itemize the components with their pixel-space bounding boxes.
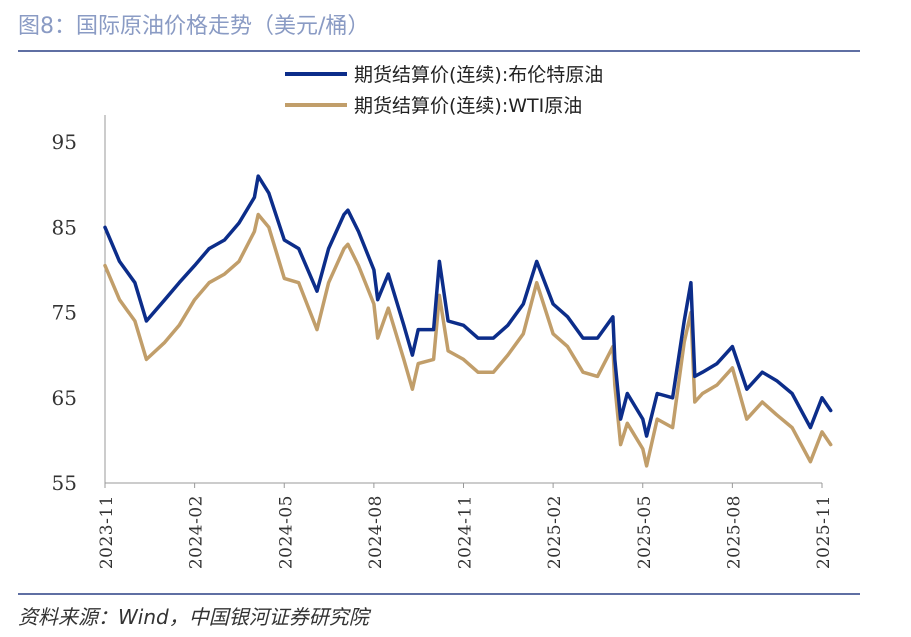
x-tick-label: 2025-08	[724, 495, 744, 569]
x-tick-label: 2024-05	[276, 495, 296, 569]
legend-label-wti: 期货结算价(连续):WTI原油	[354, 95, 582, 117]
y-tick-label: 85	[52, 215, 77, 239]
series-line-brent	[103, 174, 833, 438]
series-line-wti	[103, 212, 833, 468]
x-tick-label: 2024-08	[366, 495, 386, 569]
figure-title: 图8：国际原油价格走势（美元/桶）	[18, 14, 370, 39]
x-tick-label: 2025-11	[814, 495, 834, 569]
x-tick-label: 2025-02	[545, 495, 565, 569]
y-tick-label: 65	[52, 386, 77, 410]
source-note: 资料来源：Wind，中国银河证券研究院	[18, 605, 369, 629]
footer-rule	[18, 593, 860, 595]
x-tick-label: 2025-05	[635, 495, 655, 569]
x-tick-label: 2023-11	[97, 495, 117, 569]
y-tick-label: 55	[52, 471, 77, 495]
header-rule	[18, 50, 860, 52]
legend-label-brent: 期货结算价(连续):布伦特原油	[354, 64, 603, 86]
y-tick-label: 75	[52, 301, 77, 325]
x-tick-label: 2024-11	[456, 495, 476, 569]
x-tick-label: 2024-02	[187, 495, 207, 569]
y-tick-label: 95	[52, 130, 77, 154]
